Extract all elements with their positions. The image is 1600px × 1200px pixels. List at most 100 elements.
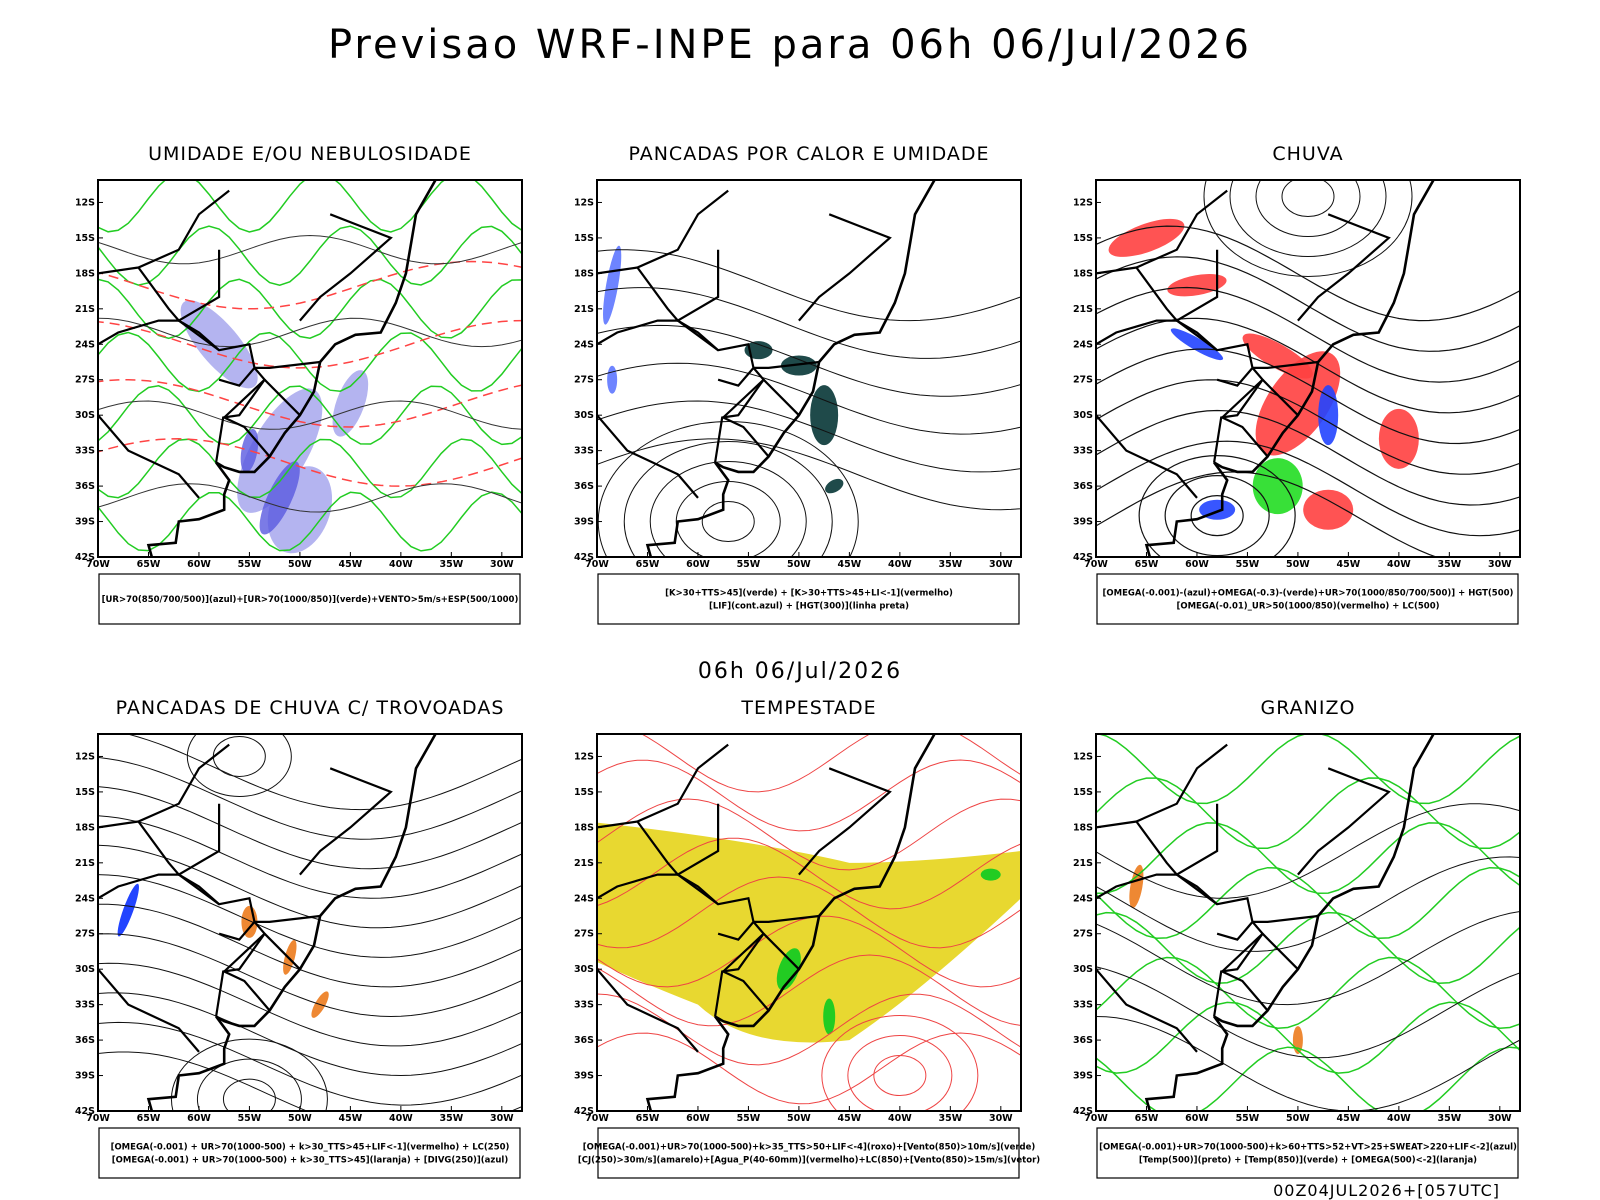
lat-label: 18S [574, 822, 594, 833]
contour [125, 734, 522, 811]
contour [597, 1032, 1021, 1105]
legend-box [1096, 1127, 1519, 1179]
lat-label: 39S [1073, 1071, 1093, 1082]
panel-title: PANCADAS POR CALOR E UMIDADE [628, 143, 989, 165]
shaded-area [332, 370, 369, 437]
lat-label: 12S [1073, 197, 1093, 208]
border [98, 873, 220, 906]
legend-text: [OMEGA(-0.001)+UR>70(1000-500)+k>35_TTS>… [583, 1143, 1036, 1153]
contour [98, 483, 522, 513]
contour [98, 260, 522, 310]
contour [98, 1051, 522, 1111]
lat-label: 30S [574, 410, 594, 421]
lon-label: 50W [1286, 559, 1310, 570]
lat-label: 30S [574, 964, 594, 975]
map-panel: CHUVA 12S 15S 18S 21S 24S 27S 30S 33S 36S 39S 42S70… [1073, 143, 1521, 625]
lat-label: 18S [75, 268, 95, 279]
lat-label: 21S [75, 858, 95, 869]
border [254, 914, 321, 923]
border [1221, 378, 1264, 419]
border [722, 416, 770, 458]
lat-label: 27S [75, 929, 95, 940]
lat-label: 15S [1073, 233, 1093, 244]
shaded-area [1108, 218, 1185, 257]
panel-title: PANCADAS DE CHUVA C/ TROVOADAS [116, 697, 505, 719]
contour [597, 954, 1021, 1027]
border [98, 414, 200, 499]
lat-label: 24S [574, 339, 594, 350]
lon-label: 65W [137, 559, 161, 570]
contour [1203, 180, 1413, 278]
lon-label: 60W [1185, 559, 1209, 570]
lon-label: 30W [490, 1113, 514, 1124]
contour [98, 756, 522, 840]
contour [196, 1058, 302, 1111]
lon-label: 55W [238, 559, 262, 570]
lon-label: 50W [288, 1113, 312, 1124]
contour [1281, 180, 1335, 218]
lon-label: 35W [938, 1113, 962, 1124]
lon-label: 70W [1084, 559, 1108, 570]
lat-label: 27S [1073, 375, 1093, 386]
lat-label: 36S [1073, 1035, 1093, 1046]
lat-label: 24S [1073, 893, 1093, 904]
contour [1096, 1001, 1520, 1074]
contour [597, 249, 1021, 322]
border [1096, 189, 1228, 275]
border [137, 803, 221, 877]
contour [1096, 856, 1520, 952]
border [1096, 743, 1228, 829]
lat-label: 33S [574, 446, 594, 457]
border [263, 932, 301, 970]
shaded-area [1170, 328, 1224, 361]
coastline [146, 180, 438, 557]
legend-box [597, 573, 1020, 625]
lon-label: 30W [490, 559, 514, 570]
contour [1096, 734, 1520, 805]
lon-label: 55W [1236, 1113, 1260, 1124]
lat-label: 24S [75, 893, 95, 904]
legend-text: [OMEGA(-0.01)_UR>50(1000/850)(vermelho) … [1176, 602, 1439, 612]
border [1221, 416, 1269, 458]
lat-label: 30S [75, 410, 95, 421]
contour [98, 234, 522, 265]
lat-label: 27S [75, 375, 95, 386]
map-frame [596, 733, 1022, 1112]
map-frame [1095, 733, 1521, 1112]
border [178, 319, 256, 387]
lat-label: 33S [1073, 1000, 1093, 1011]
lat-label: 39S [75, 517, 95, 528]
border [98, 968, 200, 1053]
lon-label: 65W [1135, 1113, 1159, 1124]
shaded-area [780, 355, 817, 376]
map-frame [596, 179, 1022, 558]
shaded-area [237, 388, 323, 513]
contour [98, 844, 522, 929]
border [1096, 319, 1218, 352]
lat-label: 39S [75, 1071, 95, 1082]
contour [873, 1055, 927, 1097]
lat-label: 36S [1073, 481, 1093, 492]
legend-text: [OMEGA(-0.001) + UR>70(1000-500) + k>30_… [112, 1156, 509, 1166]
map-panel: UMIDADE E/OU NEBULOSIDADE 12S 15S 18S 21S 24S… [75, 143, 523, 625]
contour [1096, 379, 1520, 475]
lat-label: 15S [75, 233, 95, 244]
lon-label: 35W [1437, 1113, 1461, 1124]
lat-label: 21S [1073, 304, 1093, 315]
border [254, 360, 321, 369]
border [597, 743, 729, 829]
border [223, 970, 271, 1012]
contour [98, 180, 522, 233]
lon-label: 30W [989, 1113, 1013, 1124]
lat-label: 15S [75, 787, 95, 798]
map-panel: PANCADAS DE CHUVA C/ TROVOADAS 12S 15S 18S 2… [75, 697, 523, 1179]
lat-label: 33S [75, 1000, 95, 1011]
contour [98, 992, 522, 1077]
border [1096, 873, 1218, 906]
contour [186, 734, 292, 797]
lon-label: 35W [1437, 559, 1461, 570]
lon-label: 70W [1084, 1113, 1108, 1124]
contour [640, 734, 1021, 793]
contour [597, 759, 1021, 832]
